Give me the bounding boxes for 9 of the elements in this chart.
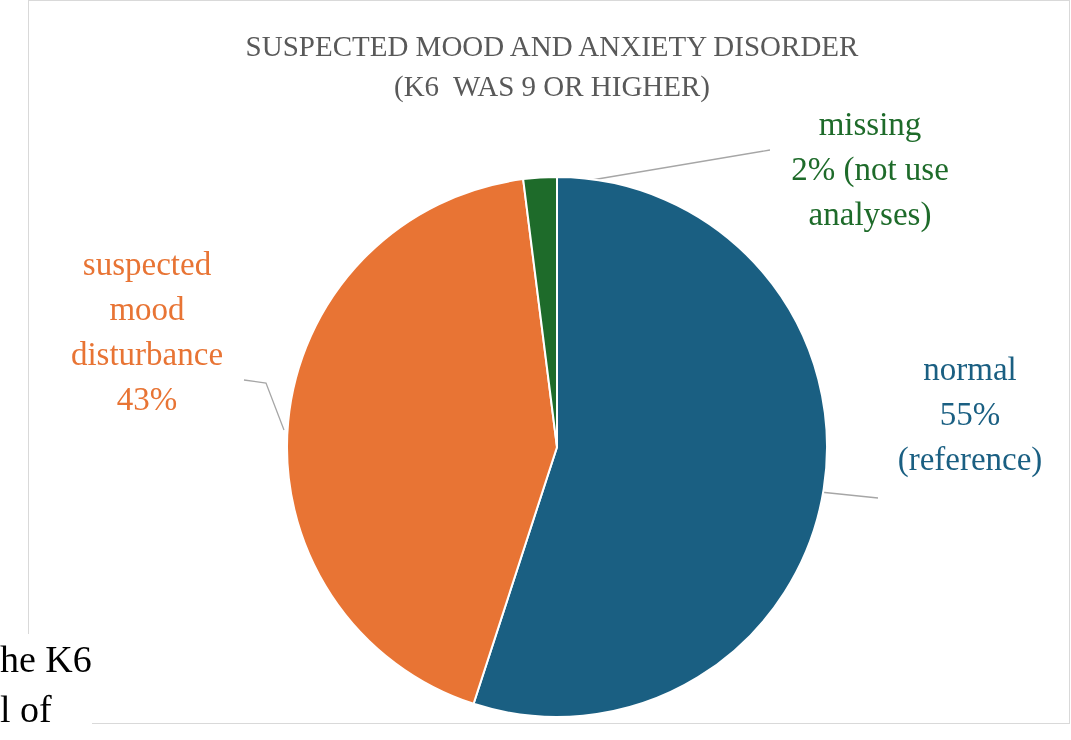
text: he K6	[0, 637, 92, 682]
chart-title: SUSPECTED MOOD AND ANXIETY DISORDER (K6 WAS 9 OR HIGHER)	[245, 30, 860, 103]
slice-label: suspected mood disturbance	[70, 246, 224, 372]
slice-label: normal	[923, 351, 1017, 387]
text: l of	[0, 687, 53, 726]
slice-label: missing	[818, 106, 922, 142]
data-label: 55% (reference)	[897, 396, 1043, 478]
data-label: 2% (not use analyses)	[791, 151, 949, 233]
data-label: 43%	[116, 381, 178, 417]
